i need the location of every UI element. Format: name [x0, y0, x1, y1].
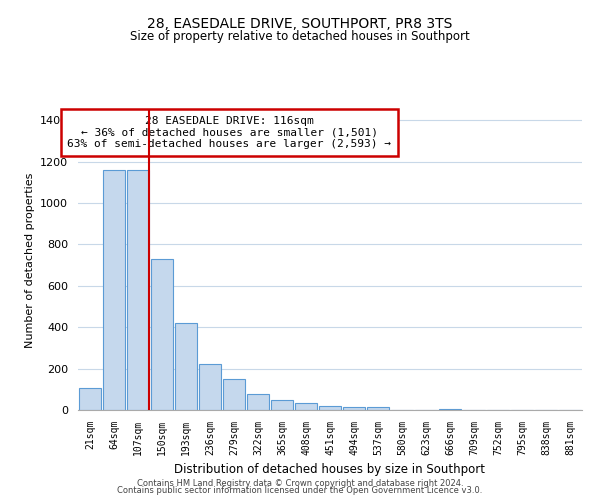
Bar — [439, 409, 461, 410]
Bar — [151, 259, 173, 410]
Text: Contains public sector information licensed under the Open Government Licence v3: Contains public sector information licen… — [118, 486, 482, 495]
Bar — [223, 379, 245, 410]
Bar — [199, 364, 221, 410]
Bar — [343, 407, 365, 410]
Bar — [127, 170, 149, 410]
Text: 28, EASEDALE DRIVE, SOUTHPORT, PR8 3TS: 28, EASEDALE DRIVE, SOUTHPORT, PR8 3TS — [148, 18, 452, 32]
Bar — [79, 388, 101, 410]
Bar — [103, 170, 125, 410]
Text: Size of property relative to detached houses in Southport: Size of property relative to detached ho… — [130, 30, 470, 43]
X-axis label: Distribution of detached houses by size in Southport: Distribution of detached houses by size … — [175, 464, 485, 476]
Text: Contains HM Land Registry data © Crown copyright and database right 2024.: Contains HM Land Registry data © Crown c… — [137, 478, 463, 488]
Text: 28 EASEDALE DRIVE: 116sqm
← 36% of detached houses are smaller (1,501)
63% of se: 28 EASEDALE DRIVE: 116sqm ← 36% of detac… — [67, 116, 391, 149]
Y-axis label: Number of detached properties: Number of detached properties — [25, 172, 35, 348]
Bar — [319, 406, 341, 410]
Bar — [247, 394, 269, 410]
Bar — [175, 323, 197, 410]
Bar — [367, 407, 389, 410]
Bar — [271, 400, 293, 410]
Bar — [295, 403, 317, 410]
